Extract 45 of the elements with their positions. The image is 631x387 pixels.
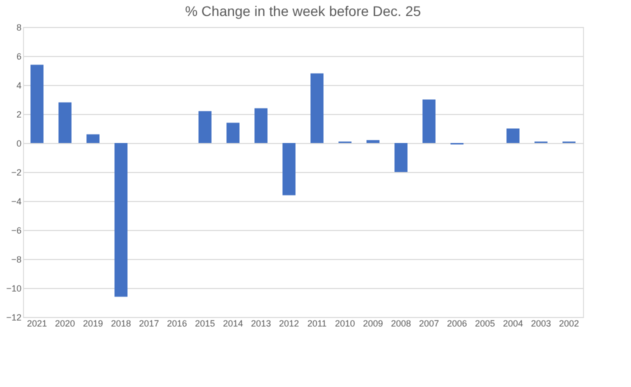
x-tick-label: 2008 <box>390 318 412 328</box>
x-tick-label: 2002 <box>558 318 580 328</box>
bar <box>86 134 100 143</box>
y-tick-label: 6 <box>16 52 22 62</box>
bar <box>282 143 296 196</box>
x-tick-label: 2006 <box>446 318 468 328</box>
bar <box>114 143 128 297</box>
bar <box>226 122 240 143</box>
bar <box>422 100 436 143</box>
y-tick-label: −4 <box>11 196 22 206</box>
y-tick-label: 2 <box>16 110 22 120</box>
x-tick-label: 2007 <box>418 318 440 328</box>
x-tick-label: 2019 <box>82 318 104 328</box>
x-tick-label: 2012 <box>278 318 300 328</box>
x-tick-label: 2015 <box>194 318 216 328</box>
x-tick-label: 2018 <box>110 318 132 328</box>
bar <box>366 140 380 143</box>
x-tick-label: 2009 <box>362 318 384 328</box>
y-tick-label: −12 <box>6 312 22 322</box>
y-tick-label: −8 <box>11 254 22 264</box>
bar <box>506 128 520 143</box>
bar <box>394 143 408 172</box>
y-tick-label: −10 <box>6 284 22 294</box>
bar <box>198 111 212 143</box>
y-tick-label: −6 <box>11 226 22 236</box>
x-tick-label: 2004 <box>502 318 524 328</box>
x-tick-label: 2003 <box>530 318 552 328</box>
x-tick-label: 2014 <box>222 318 244 328</box>
bar <box>58 102 72 143</box>
x-tick-label: 2016 <box>166 318 188 328</box>
x-tick-label: 2005 <box>474 318 496 328</box>
bar <box>30 64 44 143</box>
bar <box>310 73 324 143</box>
y-tick-label: 8 <box>16 22 22 32</box>
x-tick-label: 2011 <box>307 318 327 328</box>
bar <box>254 108 268 143</box>
y-tick-label: 0 <box>16 138 22 148</box>
x-tick-label: 2013 <box>250 318 272 328</box>
x-tick-label: 2017 <box>138 318 160 328</box>
y-tick-label: 4 <box>16 80 22 90</box>
chart-title: % Change in the week before Dec. 25 <box>185 3 422 19</box>
y-tick-label: −2 <box>11 168 22 178</box>
x-tick-label: 2010 <box>334 318 356 328</box>
x-tick-label: 2021 <box>26 318 48 328</box>
x-tick-label: 2020 <box>54 318 76 328</box>
